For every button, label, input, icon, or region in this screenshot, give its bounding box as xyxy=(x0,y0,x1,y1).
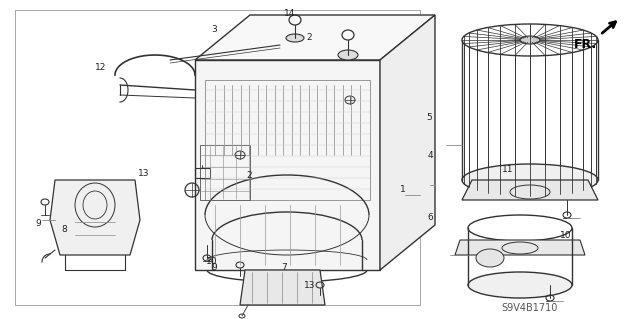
Text: 10: 10 xyxy=(560,232,572,241)
Ellipse shape xyxy=(520,36,540,44)
Ellipse shape xyxy=(468,272,572,298)
Polygon shape xyxy=(50,180,140,255)
Text: 9: 9 xyxy=(211,263,217,272)
Ellipse shape xyxy=(468,215,572,241)
Ellipse shape xyxy=(286,34,304,42)
Text: S9V4B1710: S9V4B1710 xyxy=(502,303,558,313)
Polygon shape xyxy=(455,240,585,255)
Text: 6: 6 xyxy=(427,212,433,221)
Text: 5: 5 xyxy=(426,114,432,122)
Polygon shape xyxy=(462,180,598,200)
Polygon shape xyxy=(195,15,435,60)
Ellipse shape xyxy=(476,249,504,267)
Text: 4: 4 xyxy=(428,152,434,160)
Text: 10: 10 xyxy=(206,256,218,265)
Ellipse shape xyxy=(462,164,598,196)
Text: 1: 1 xyxy=(400,186,406,195)
Text: FR.: FR. xyxy=(574,38,597,51)
Polygon shape xyxy=(380,15,435,270)
Text: 9: 9 xyxy=(35,219,41,227)
Text: 7: 7 xyxy=(281,263,287,272)
Polygon shape xyxy=(240,270,325,305)
Text: 3: 3 xyxy=(211,26,217,34)
Text: 2: 2 xyxy=(306,33,312,42)
Text: 2: 2 xyxy=(246,170,252,180)
Text: 11: 11 xyxy=(502,166,513,174)
Ellipse shape xyxy=(338,50,358,60)
Polygon shape xyxy=(195,60,380,270)
Text: 12: 12 xyxy=(95,63,106,72)
Text: 8: 8 xyxy=(61,226,67,234)
Ellipse shape xyxy=(462,24,598,56)
Text: 13: 13 xyxy=(138,169,150,179)
Text: 13: 13 xyxy=(304,281,316,291)
Text: 14: 14 xyxy=(284,10,296,19)
